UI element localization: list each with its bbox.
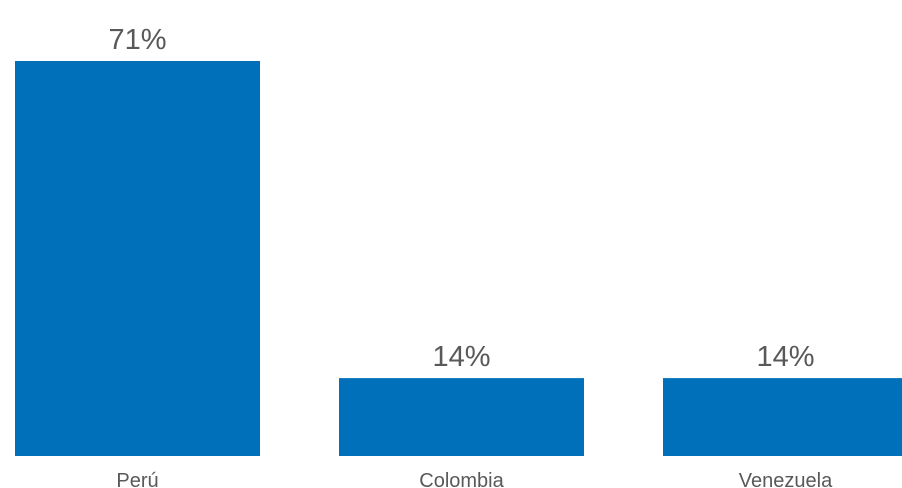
value-label: 14% [756,341,814,373]
category-labels-group: Perú Colombia Venezuela [116,470,833,488]
bar-colombia [339,378,584,456]
value-labels-group: 71% 14% 14% [108,24,814,373]
bars-group [15,61,902,456]
category-label: Colombia [419,470,504,488]
value-label: 14% [432,341,490,373]
bar-per [15,61,260,456]
bar-venezuela [663,378,902,456]
category-label: Perú [116,470,158,488]
value-label: 71% [108,24,166,56]
category-label: Venezuela [739,470,833,488]
